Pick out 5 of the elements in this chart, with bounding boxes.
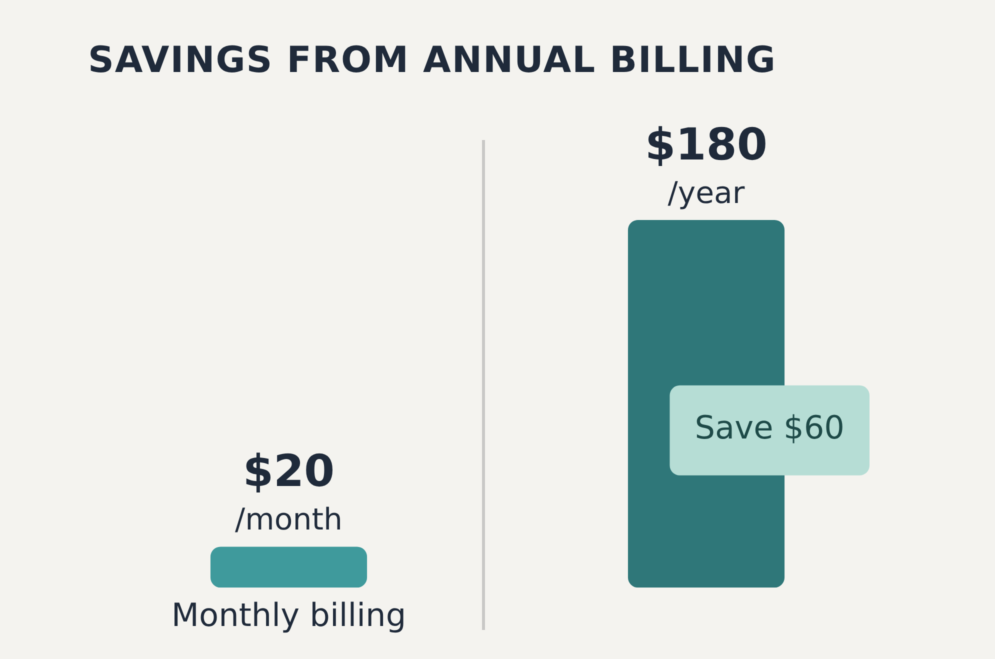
- x-tick-label: Monthly billing: [171, 596, 406, 634]
- data-label: $180 /year: [645, 119, 768, 211]
- chart-title: SAVINGS FROM ANNUAL BILLING: [88, 40, 776, 81]
- data-label: $20 /month: [235, 446, 342, 538]
- annotation: Save $60: [694, 408, 845, 447]
